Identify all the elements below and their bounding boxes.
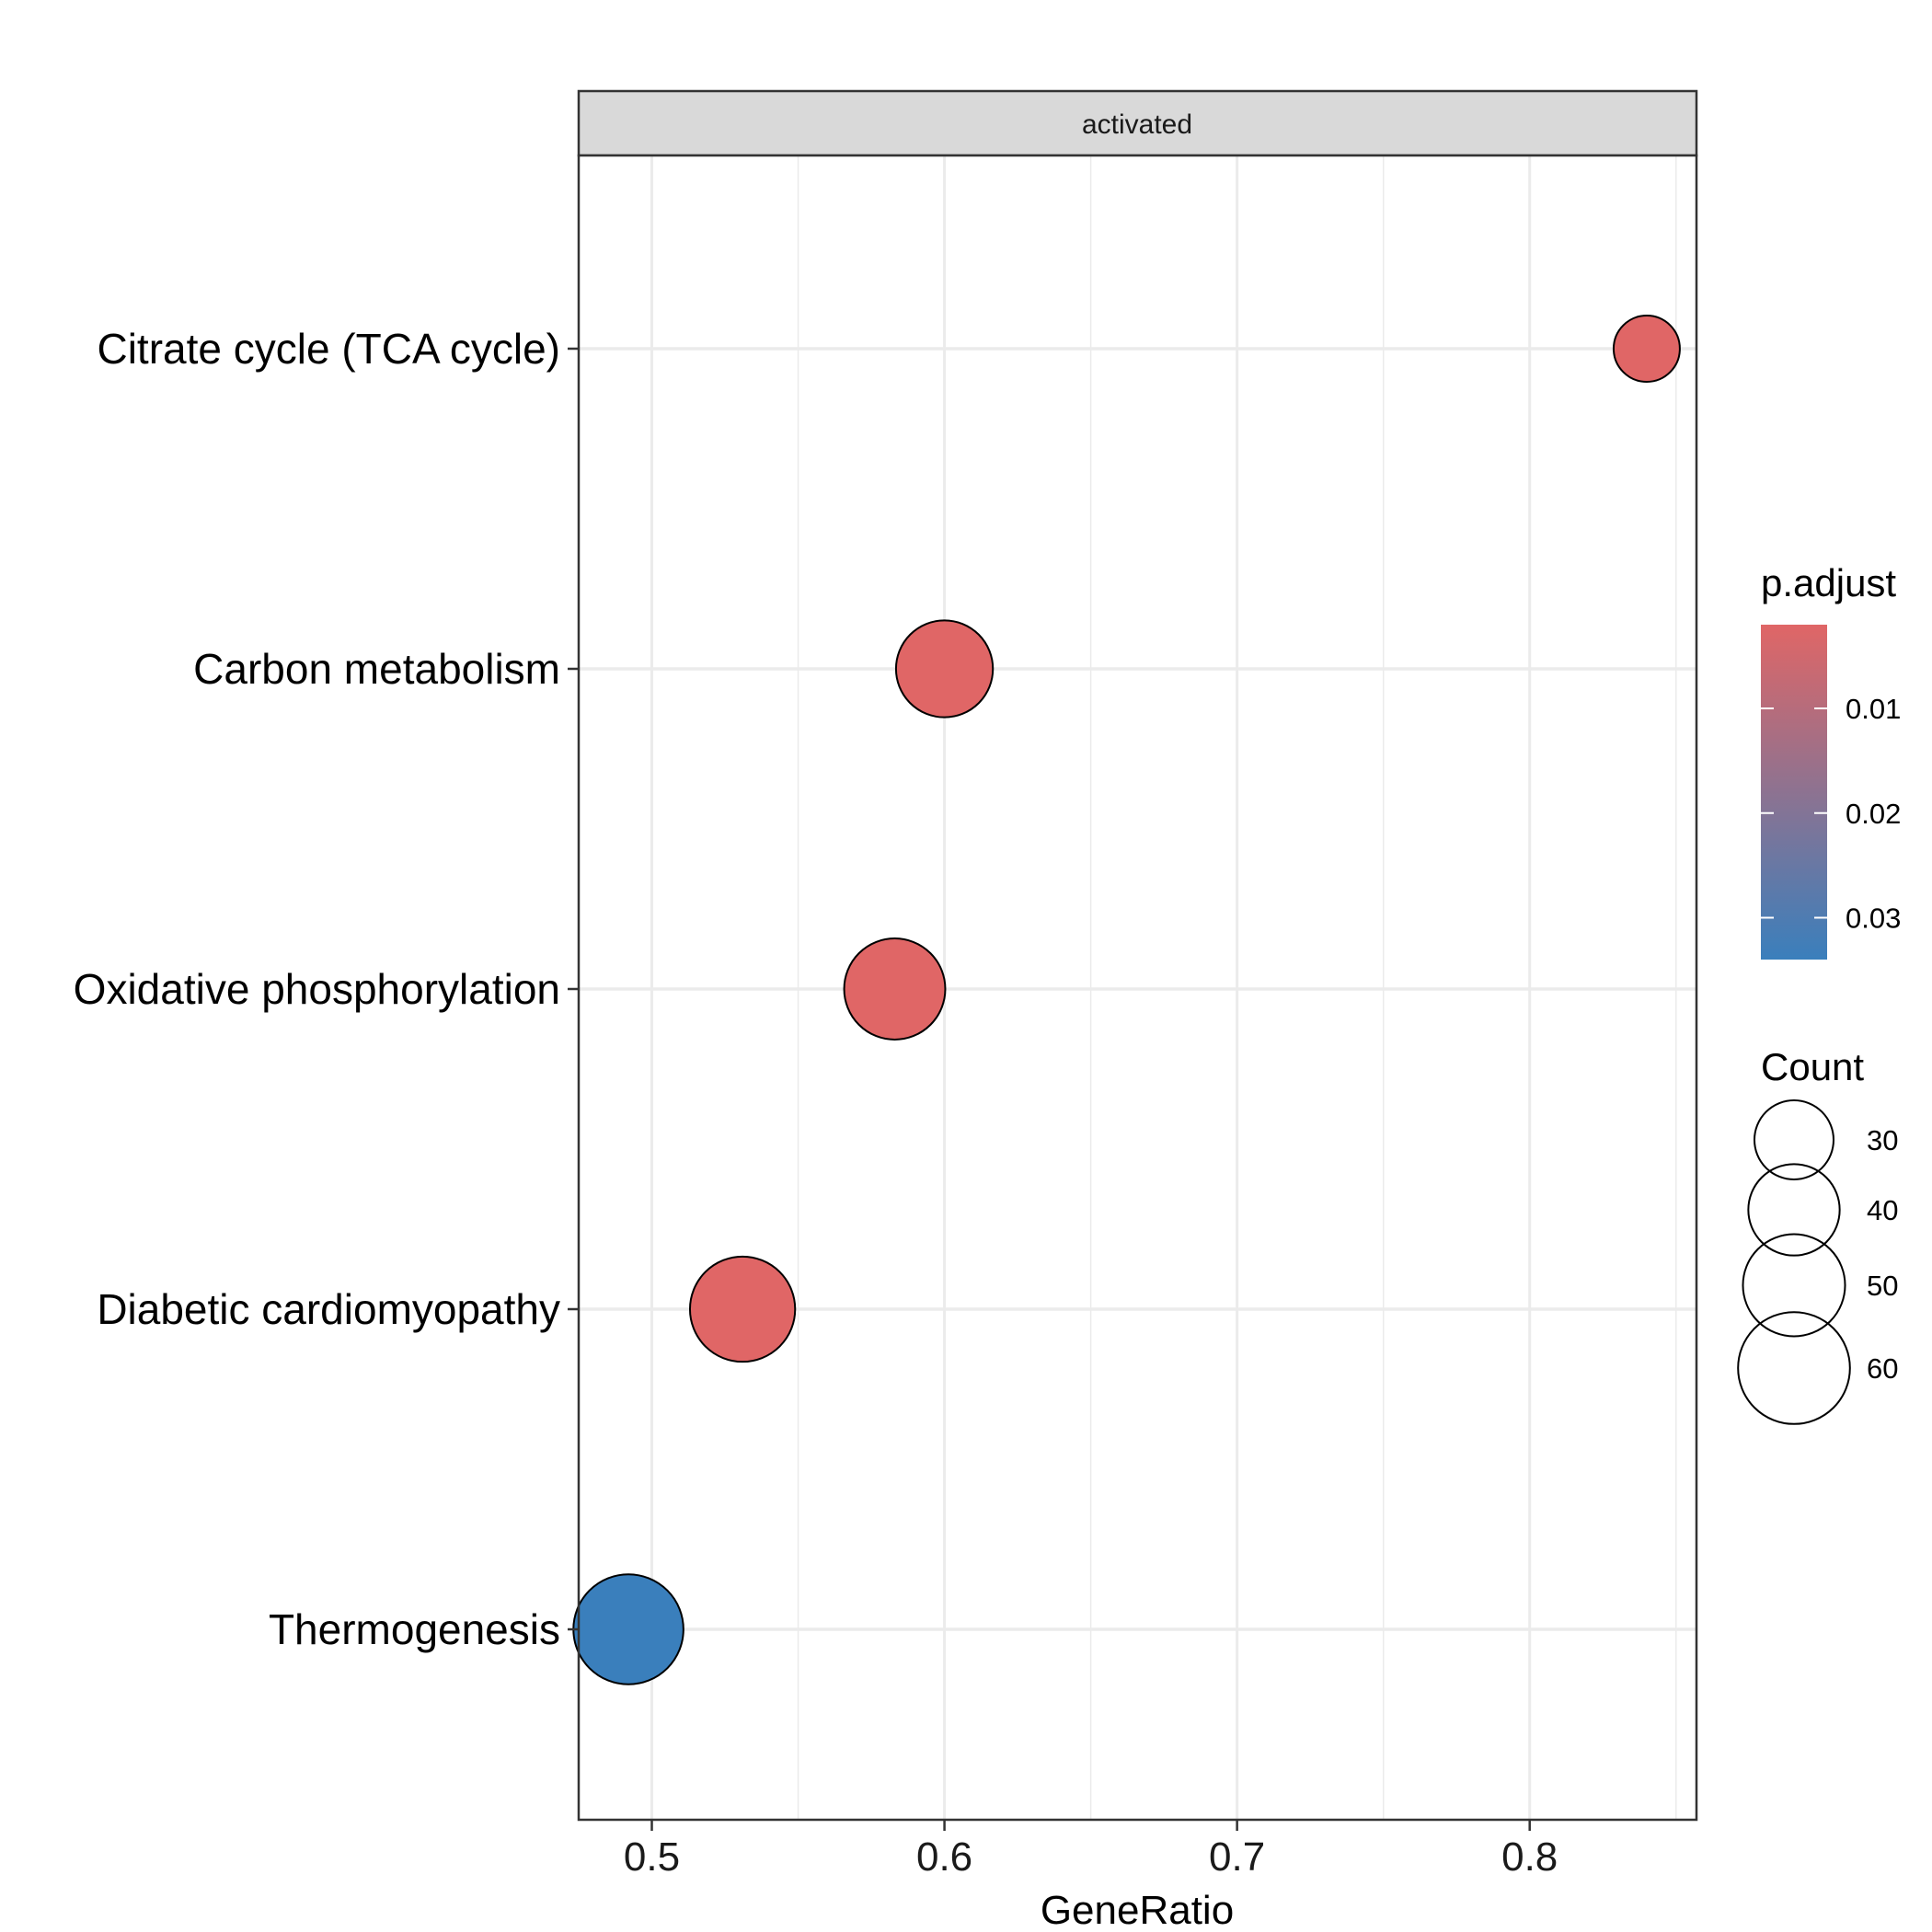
data-point (843, 937, 947, 1041)
color-legend-label: 0.03 (1846, 903, 1901, 935)
data-point (572, 1573, 684, 1685)
color-legend-label: 0.02 (1846, 798, 1901, 830)
color-legend: p.adjust 0.01 0.02 0.03 (1761, 561, 1901, 960)
color-legend-bar (1761, 625, 1827, 960)
x-tick-label: 0.7 (1209, 1834, 1265, 1880)
color-legend-label: 0.01 (1846, 693, 1901, 725)
size-legend-label: 40 (1867, 1194, 1898, 1226)
size-legend-items: 30 40 50 60 (1737, 1099, 1898, 1425)
data-point (688, 1255, 797, 1363)
size-legend: Count 30 40 50 60 (1737, 1045, 1898, 1425)
y-tick-label: Diabetic cardiomyopathy (97, 1285, 560, 1333)
data-point (1612, 315, 1681, 383)
size-legend-label: 60 (1867, 1352, 1898, 1385)
x-tick-label: 0.8 (1501, 1834, 1558, 1880)
x-tick-label: 0.5 (624, 1834, 680, 1880)
size-legend-label: 30 (1867, 1124, 1898, 1156)
facet-strip-label: activated (1082, 109, 1192, 140)
x-axis-title: GeneRatio (1041, 1888, 1234, 1932)
color-legend-ticks: 0.01 0.02 0.03 (1761, 693, 1901, 935)
size-legend-circle (1742, 1233, 1846, 1338)
plot-panel-border (577, 154, 1698, 1822)
y-tick-label: Oxidative phosphorylation (74, 965, 560, 1013)
y-tick-label: Thermogenesis (269, 1605, 560, 1653)
y-tick-label: Citrate cycle (TCA cycle) (97, 325, 560, 373)
size-legend-circle (1747, 1163, 1841, 1257)
y-axis: Citrate cycle (TCA cycle) Carbon metaboli… (74, 325, 579, 1653)
size-legend-circle (1737, 1311, 1851, 1425)
x-axis: 0.5 0.6 0.7 0.8 (624, 1820, 1558, 1880)
color-legend-title: p.adjust (1761, 561, 1896, 604)
size-legend-title: Count (1761, 1045, 1864, 1088)
facet-strip (577, 89, 1698, 157)
size-legend-circle (1754, 1099, 1834, 1180)
x-tick-label: 0.6 (916, 1834, 972, 1880)
size-legend-label: 50 (1867, 1270, 1898, 1302)
y-tick-label: Carbon metabolism (193, 645, 560, 693)
data-points (572, 315, 1681, 1685)
data-point (894, 619, 995, 719)
